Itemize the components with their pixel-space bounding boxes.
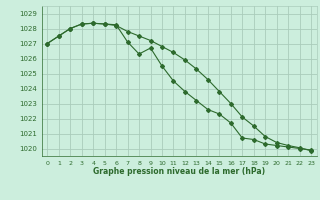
X-axis label: Graphe pression niveau de la mer (hPa): Graphe pression niveau de la mer (hPa) bbox=[93, 167, 265, 176]
